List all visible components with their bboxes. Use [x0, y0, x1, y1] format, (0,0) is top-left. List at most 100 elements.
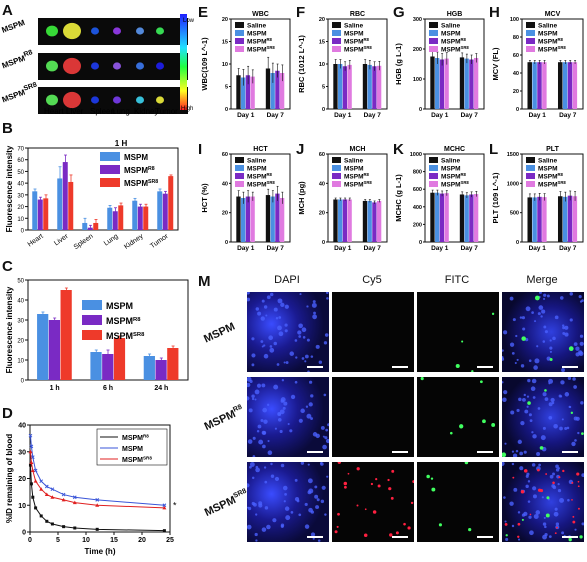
nucleus — [532, 486, 537, 491]
bar — [245, 196, 251, 242]
nucleus — [554, 507, 558, 511]
organ-signal — [91, 62, 99, 70]
fitc-signal — [468, 528, 472, 532]
legend-swatch — [429, 165, 438, 171]
legend-label: MSPM — [344, 31, 364, 38]
legend-swatch — [526, 157, 535, 163]
y-tick-label: 30 — [18, 449, 26, 456]
y-tick-label: 0 — [516, 107, 519, 113]
nucleus — [256, 383, 262, 388]
nucleus — [269, 292, 274, 297]
nucleus — [554, 315, 559, 320]
nucleus — [520, 364, 525, 368]
nucleus — [266, 524, 271, 530]
x-tick-label: Day 7 — [461, 112, 479, 119]
x-tick-label: Day 7 — [364, 112, 382, 119]
nucleus — [543, 325, 547, 329]
cy5-signal — [356, 504, 359, 507]
bar — [338, 199, 343, 242]
legend-label: MSPM — [124, 153, 148, 162]
legend-swatch — [526, 38, 535, 44]
y-tick-label: 70 — [17, 147, 24, 153]
data-point — [29, 460, 34, 464]
nucleus — [281, 379, 285, 382]
nucleus — [318, 360, 323, 364]
legend-swatch — [100, 178, 120, 187]
bar — [342, 66, 348, 109]
nucleus — [299, 293, 302, 296]
nucleus — [315, 505, 320, 510]
y-tick-label: 0 — [419, 107, 422, 113]
nucleus — [261, 383, 266, 388]
cy5-signal — [529, 513, 532, 516]
y-tick-label: 0 — [516, 240, 519, 246]
legend-swatch — [429, 46, 438, 52]
nucleus — [255, 465, 259, 469]
nucleus — [527, 500, 531, 503]
y-tick-label: 0 — [21, 229, 25, 235]
micro-image-tile — [247, 292, 329, 372]
nucleus — [260, 340, 264, 343]
bar — [143, 356, 155, 380]
x-tick-label: Kidney — [123, 233, 145, 250]
y-tick-label: 10 — [17, 217, 24, 223]
chart-title: PLT — [546, 146, 559, 153]
nucleus — [521, 513, 526, 517]
nucleus — [534, 358, 540, 364]
nucleus — [254, 532, 258, 537]
bar — [347, 64, 352, 109]
scale-bar — [307, 366, 323, 368]
bar — [48, 320, 61, 380]
nucleus — [287, 422, 290, 426]
legend-swatch — [235, 173, 244, 179]
fitc-signal — [426, 474, 430, 479]
nucleus — [504, 442, 507, 445]
nucleus — [253, 502, 257, 507]
legend-swatch — [332, 46, 341, 52]
y-tick-label: 10 — [319, 62, 325, 68]
nucleus — [323, 393, 327, 397]
nucleus — [511, 462, 515, 466]
nucleus — [320, 499, 325, 504]
fitc-signal — [482, 419, 486, 424]
data-point — [39, 479, 44, 484]
micro-image-tile — [502, 462, 584, 542]
plot-frame — [327, 153, 388, 243]
nucleus — [541, 309, 546, 314]
data-point — [29, 444, 34, 449]
nucleus — [320, 425, 325, 430]
nucleus — [504, 520, 507, 523]
bar — [459, 57, 465, 109]
micro-texture — [392, 366, 408, 368]
y-tick-label: 60 — [513, 53, 519, 59]
nucleus — [255, 467, 260, 473]
bar — [132, 200, 138, 230]
y-tick-label: 500 — [510, 211, 519, 217]
nucleus — [298, 323, 303, 329]
scale-bar — [307, 536, 323, 538]
legend-swatch — [526, 46, 535, 52]
nucleus — [581, 473, 584, 478]
fitc-signal — [581, 432, 584, 435]
panel-a-imaging: Low High MSPM MSPMR8 MSPMSR8 Heart Liver Spl… — [0, 0, 200, 116]
nucleus — [252, 436, 256, 440]
bar — [333, 199, 338, 242]
nucleus — [280, 302, 285, 308]
nucleus — [509, 296, 514, 301]
legend-label: MSPM — [441, 166, 461, 173]
nucleus — [284, 304, 289, 309]
data-point — [61, 497, 66, 502]
nucleus — [314, 485, 318, 489]
bar — [572, 62, 578, 109]
nucleus — [548, 415, 553, 420]
nucleus — [569, 292, 573, 296]
nucleus — [564, 332, 569, 337]
nucleus — [537, 312, 541, 316]
micro-image-tile — [417, 292, 499, 372]
fitc-signal — [502, 452, 507, 457]
organ-signal — [136, 27, 144, 35]
y-axis-label: MCHC (g L-1) — [394, 174, 403, 222]
cy5-signal — [571, 481, 574, 484]
panel-label-b: B — [2, 120, 13, 137]
nucleus — [539, 292, 542, 294]
